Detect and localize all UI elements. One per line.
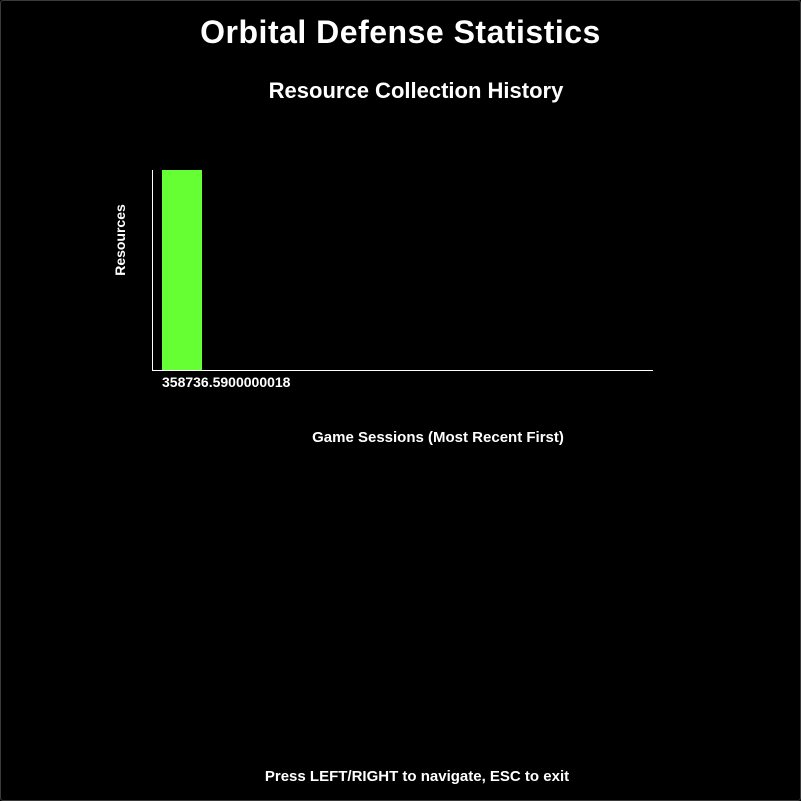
bars-group: [162, 170, 202, 370]
x-axis-label: Game Sessions (Most Recent First): [312, 429, 564, 446]
chart-title: Resource Collection History: [268, 78, 564, 103]
navigation-hint: Press LEFT/RIGHT to navigate, ESC to exi…: [264, 768, 570, 785]
bar-session-1: [162, 170, 202, 370]
bar-labels-group: 358736.5900000018: [162, 374, 291, 390]
bar-value-label: 358736.5900000018: [162, 374, 291, 390]
page-title: Orbital Defense Statistics: [200, 14, 601, 50]
